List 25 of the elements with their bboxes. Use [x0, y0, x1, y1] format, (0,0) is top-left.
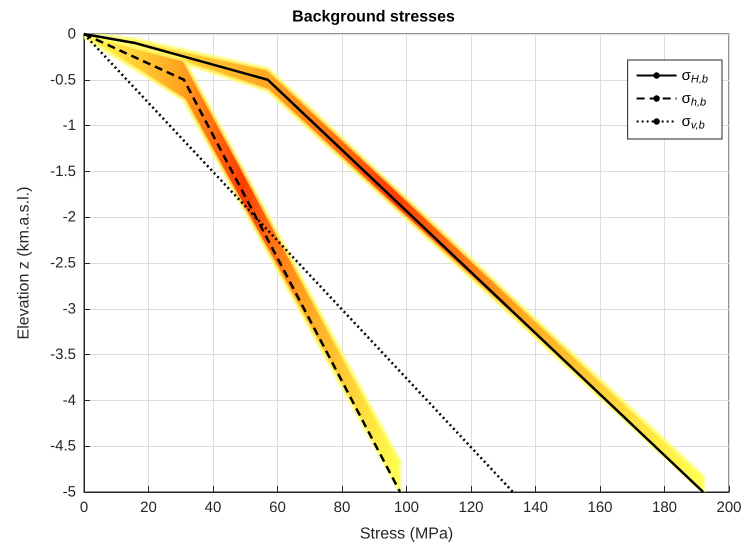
y-tick-label: -2: [62, 208, 76, 226]
x-tick-label: 160: [587, 499, 613, 516]
y-tick-label: -2.5: [50, 254, 76, 272]
x-axis-title: Stress (MPa): [360, 526, 454, 542]
y-tick-label: -3: [62, 300, 76, 318]
chart-title: Background stresses: [292, 8, 455, 26]
y-tick-label: -0.5: [50, 71, 76, 88]
x-tick-label: 40: [204, 499, 222, 516]
x-tick-label: 0: [80, 499, 88, 516]
y-tick-label: 0: [68, 26, 76, 42]
x-tick-label: 140: [522, 499, 548, 516]
y-tick-label: -4.5: [50, 438, 76, 455]
x-tick-label: 60: [269, 499, 286, 516]
y-tick-label: -5: [62, 484, 76, 500]
x-tick-label: 20: [140, 499, 157, 516]
y-tick-label: -4: [62, 392, 76, 409]
x-tick-label: 200: [716, 499, 742, 516]
x-tick-label: 80: [334, 499, 350, 516]
y-tick-label: -3.5: [50, 346, 76, 364]
x-tick-label: 180: [652, 499, 678, 516]
y-axis-title: Elevation z (km.a.s.l.): [16, 186, 32, 340]
y-tick-label: -1: [62, 117, 76, 134]
x-tick-label: 120: [458, 499, 484, 516]
y-tick-label: -1.5: [50, 162, 76, 180]
x-tick-label: 100: [394, 499, 420, 516]
